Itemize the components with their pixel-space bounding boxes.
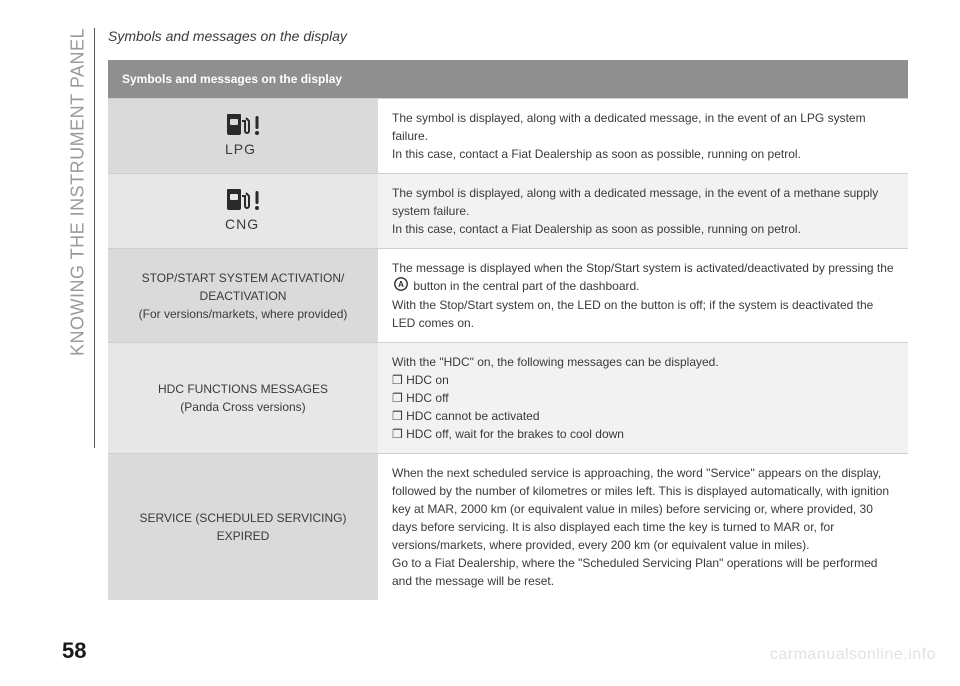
symbols-table: Symbols and messages on the display xyxy=(108,60,908,600)
lpg-icon: LPG xyxy=(225,113,261,160)
desc-cell-hdc: With the "HDC" on, the following message… xyxy=(378,343,908,454)
hdc-bullet-list: HDC on HDC off HDC cannot be activated H… xyxy=(392,371,894,443)
desc-cell-cng: The symbol is displayed, along with a de… xyxy=(378,174,908,249)
list-item: HDC cannot be activated xyxy=(392,407,894,425)
label-text: (For versions/markets, where provided) xyxy=(122,305,364,323)
cng-icon: CNG xyxy=(225,188,261,235)
label-text: SERVICE (SCHEDULED SERVICING) EXPIRED xyxy=(122,509,364,545)
desc-text: The symbol is displayed, along with a de… xyxy=(392,184,894,220)
desc-text: In this case, contact a Fiat Dealership … xyxy=(392,220,894,238)
desc-text: Go to a Fiat Dealership, where the "Sche… xyxy=(392,554,894,590)
symbol-cell-lpg: LPG xyxy=(108,99,378,174)
desc-text: With the Stop/Start system on, the LED o… xyxy=(392,296,894,332)
content-area: Symbols and messages on the display Symb… xyxy=(108,28,908,600)
label-text: STOP/START SYSTEM ACTIVATION/ DEACTIVATI… xyxy=(122,269,364,305)
lpg-icon-label: LPG xyxy=(225,139,256,160)
desc-cell-stopstart: The message is displayed when the Stop/S… xyxy=(378,249,908,343)
watermark: carmanualsonline.info xyxy=(770,646,936,664)
symbol-cell-hdc: HDC FUNCTIONS MESSAGES (Panda Cross vers… xyxy=(108,343,378,454)
desc-cell-service: When the next scheduled service is appro… xyxy=(378,454,908,601)
desc-cell-lpg: The symbol is displayed, along with a de… xyxy=(378,99,908,174)
symbol-cell-cng: CNG xyxy=(108,174,378,249)
desc-text: The message is displayed when the Stop/S… xyxy=(392,261,894,275)
sidebar-rule xyxy=(94,28,95,448)
label-text: (Panda Cross versions) xyxy=(122,398,364,416)
label-text: HDC FUNCTIONS MESSAGES xyxy=(122,380,364,398)
desc-text: When the next scheduled service is appro… xyxy=(392,464,894,554)
desc-text: With the "HDC" on, the following message… xyxy=(392,353,894,371)
list-item: HDC off, wait for the brakes to cool dow… xyxy=(392,425,894,443)
stopstart-button-icon: A xyxy=(394,277,408,296)
symbol-cell-service: SERVICE (SCHEDULED SERVICING) EXPIRED xyxy=(108,454,378,601)
table-caption: Symbols and messages on the display xyxy=(108,28,908,44)
page-number: 58 xyxy=(62,638,86,664)
sidebar-section-label: KNOWING THE INSTRUMENT PANEL xyxy=(68,28,88,448)
desc-text: The symbol is displayed, along with a de… xyxy=(392,109,894,145)
list-item: HDC off xyxy=(392,389,894,407)
table-header-spacer xyxy=(378,60,908,99)
symbol-cell-stopstart: STOP/START SYSTEM ACTIVATION/ DEACTIVATI… xyxy=(108,249,378,343)
desc-text: In this case, contact a Fiat Dealership … xyxy=(392,145,894,163)
svg-text:A: A xyxy=(398,280,404,289)
desc-text: button in the central part of the dashbo… xyxy=(413,279,639,293)
list-item: HDC on xyxy=(392,371,894,389)
cng-icon-label: CNG xyxy=(225,214,259,235)
table-header: Symbols and messages on the display xyxy=(108,60,378,99)
